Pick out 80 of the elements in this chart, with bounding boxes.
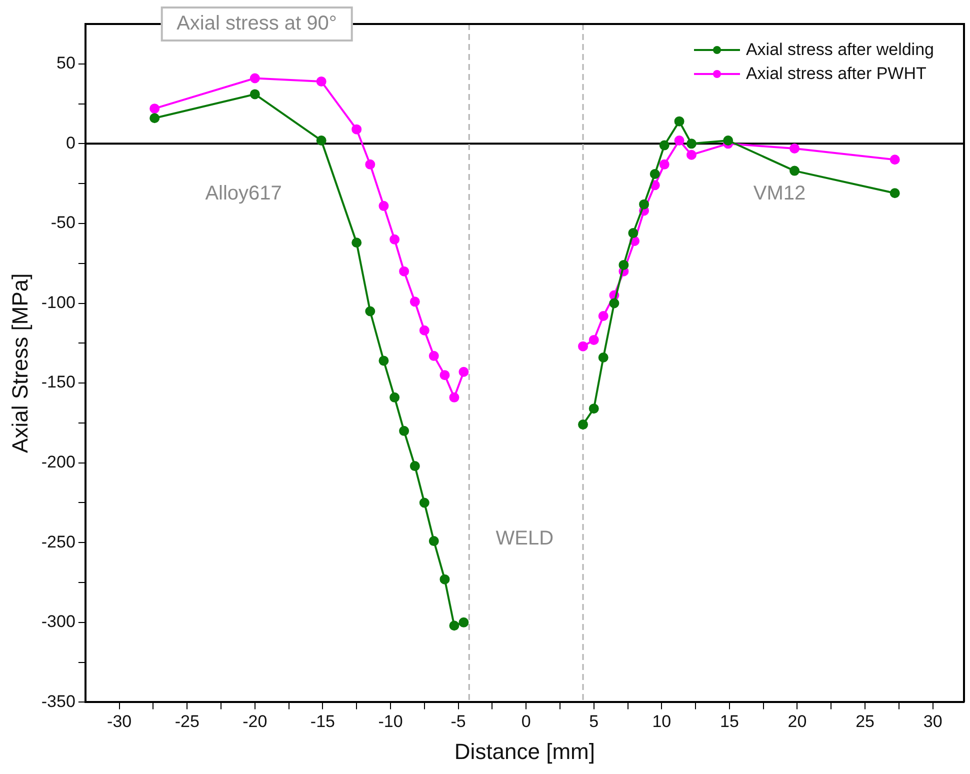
- x-tick-label: -15: [310, 712, 335, 732]
- point: [609, 298, 620, 308]
- y-tick-label: -250: [41, 532, 76, 552]
- point: [686, 138, 696, 149]
- point: [674, 116, 684, 126]
- annotation: Alloy617: [205, 182, 282, 206]
- point: [352, 124, 362, 134]
- y-tick-label: -200: [41, 452, 76, 472]
- y-axis-title: Axial Stress [MPa]: [7, 273, 32, 453]
- point: [659, 140, 670, 150]
- point: [618, 260, 629, 270]
- x-tick-label: 30: [923, 712, 942, 732]
- point: [598, 352, 608, 363]
- x-tick-label: 20: [788, 712, 807, 732]
- point: [365, 306, 376, 316]
- point: [150, 113, 160, 124]
- point: [674, 135, 684, 146]
- point: [378, 356, 389, 366]
- x-tick-label: -10: [378, 712, 403, 732]
- point: [352, 238, 362, 248]
- point: [588, 404, 599, 414]
- point: [440, 574, 450, 584]
- point: [449, 392, 460, 402]
- point: [639, 199, 650, 210]
- x-tick-label: -30: [107, 712, 132, 732]
- point: [578, 341, 588, 352]
- point: [440, 370, 450, 380]
- x-tick-label: 25: [856, 712, 874, 732]
- point: [598, 311, 608, 322]
- point: [650, 169, 660, 179]
- point: [659, 159, 670, 170]
- x-tick-label: 15: [720, 712, 739, 732]
- legend-label: Axial stress after welding: [746, 40, 934, 60]
- annotation: WELD: [496, 528, 554, 551]
- point: [419, 498, 430, 508]
- point: [890, 188, 900, 198]
- annotation: VM12: [753, 182, 806, 206]
- point: [790, 143, 800, 154]
- y-tick-label: -300: [41, 612, 76, 632]
- point: [390, 392, 400, 402]
- point: [250, 89, 260, 100]
- x-tick-label: -25: [174, 712, 200, 732]
- x-tick-label: -20: [242, 712, 268, 732]
- x-axis-title: Distance [mm]: [454, 738, 596, 764]
- x-tick-label: 5: [589, 712, 599, 732]
- point: [578, 420, 588, 430]
- y-tick-label: -350: [41, 692, 76, 711]
- x-tick-label: 0: [521, 712, 531, 732]
- point: [399, 426, 410, 436]
- y-tick-label: -50: [50, 213, 76, 232]
- legend-label: Axial stress after PWHT: [746, 64, 926, 84]
- point: [250, 73, 260, 84]
- y-tick-label: 0: [66, 133, 76, 152]
- x-tick-label: -5: [450, 712, 466, 732]
- y-tick-label: 50: [56, 54, 76, 73]
- point: [399, 266, 410, 276]
- x-tick-label: 10: [652, 712, 672, 732]
- point: [458, 617, 469, 628]
- point: [790, 166, 800, 176]
- point: [410, 296, 420, 307]
- point: [410, 461, 420, 472]
- y-tick-label: -100: [41, 292, 76, 312]
- annotation: Axial stress at 90°: [160, 6, 353, 42]
- y-tick-label: -150: [41, 372, 76, 392]
- point: [723, 135, 734, 146]
- point: [365, 159, 376, 170]
- point: [428, 350, 439, 361]
- point: [316, 76, 326, 86]
- point: [390, 234, 400, 244]
- point: [449, 620, 460, 631]
- point: [686, 150, 696, 160]
- point: [628, 228, 638, 238]
- point: [150, 104, 160, 114]
- point: [588, 334, 599, 345]
- point: [890, 154, 900, 165]
- point: [316, 135, 326, 146]
- point: [378, 200, 389, 211]
- point: [419, 325, 430, 336]
- point: [458, 366, 469, 377]
- point: [428, 536, 439, 546]
